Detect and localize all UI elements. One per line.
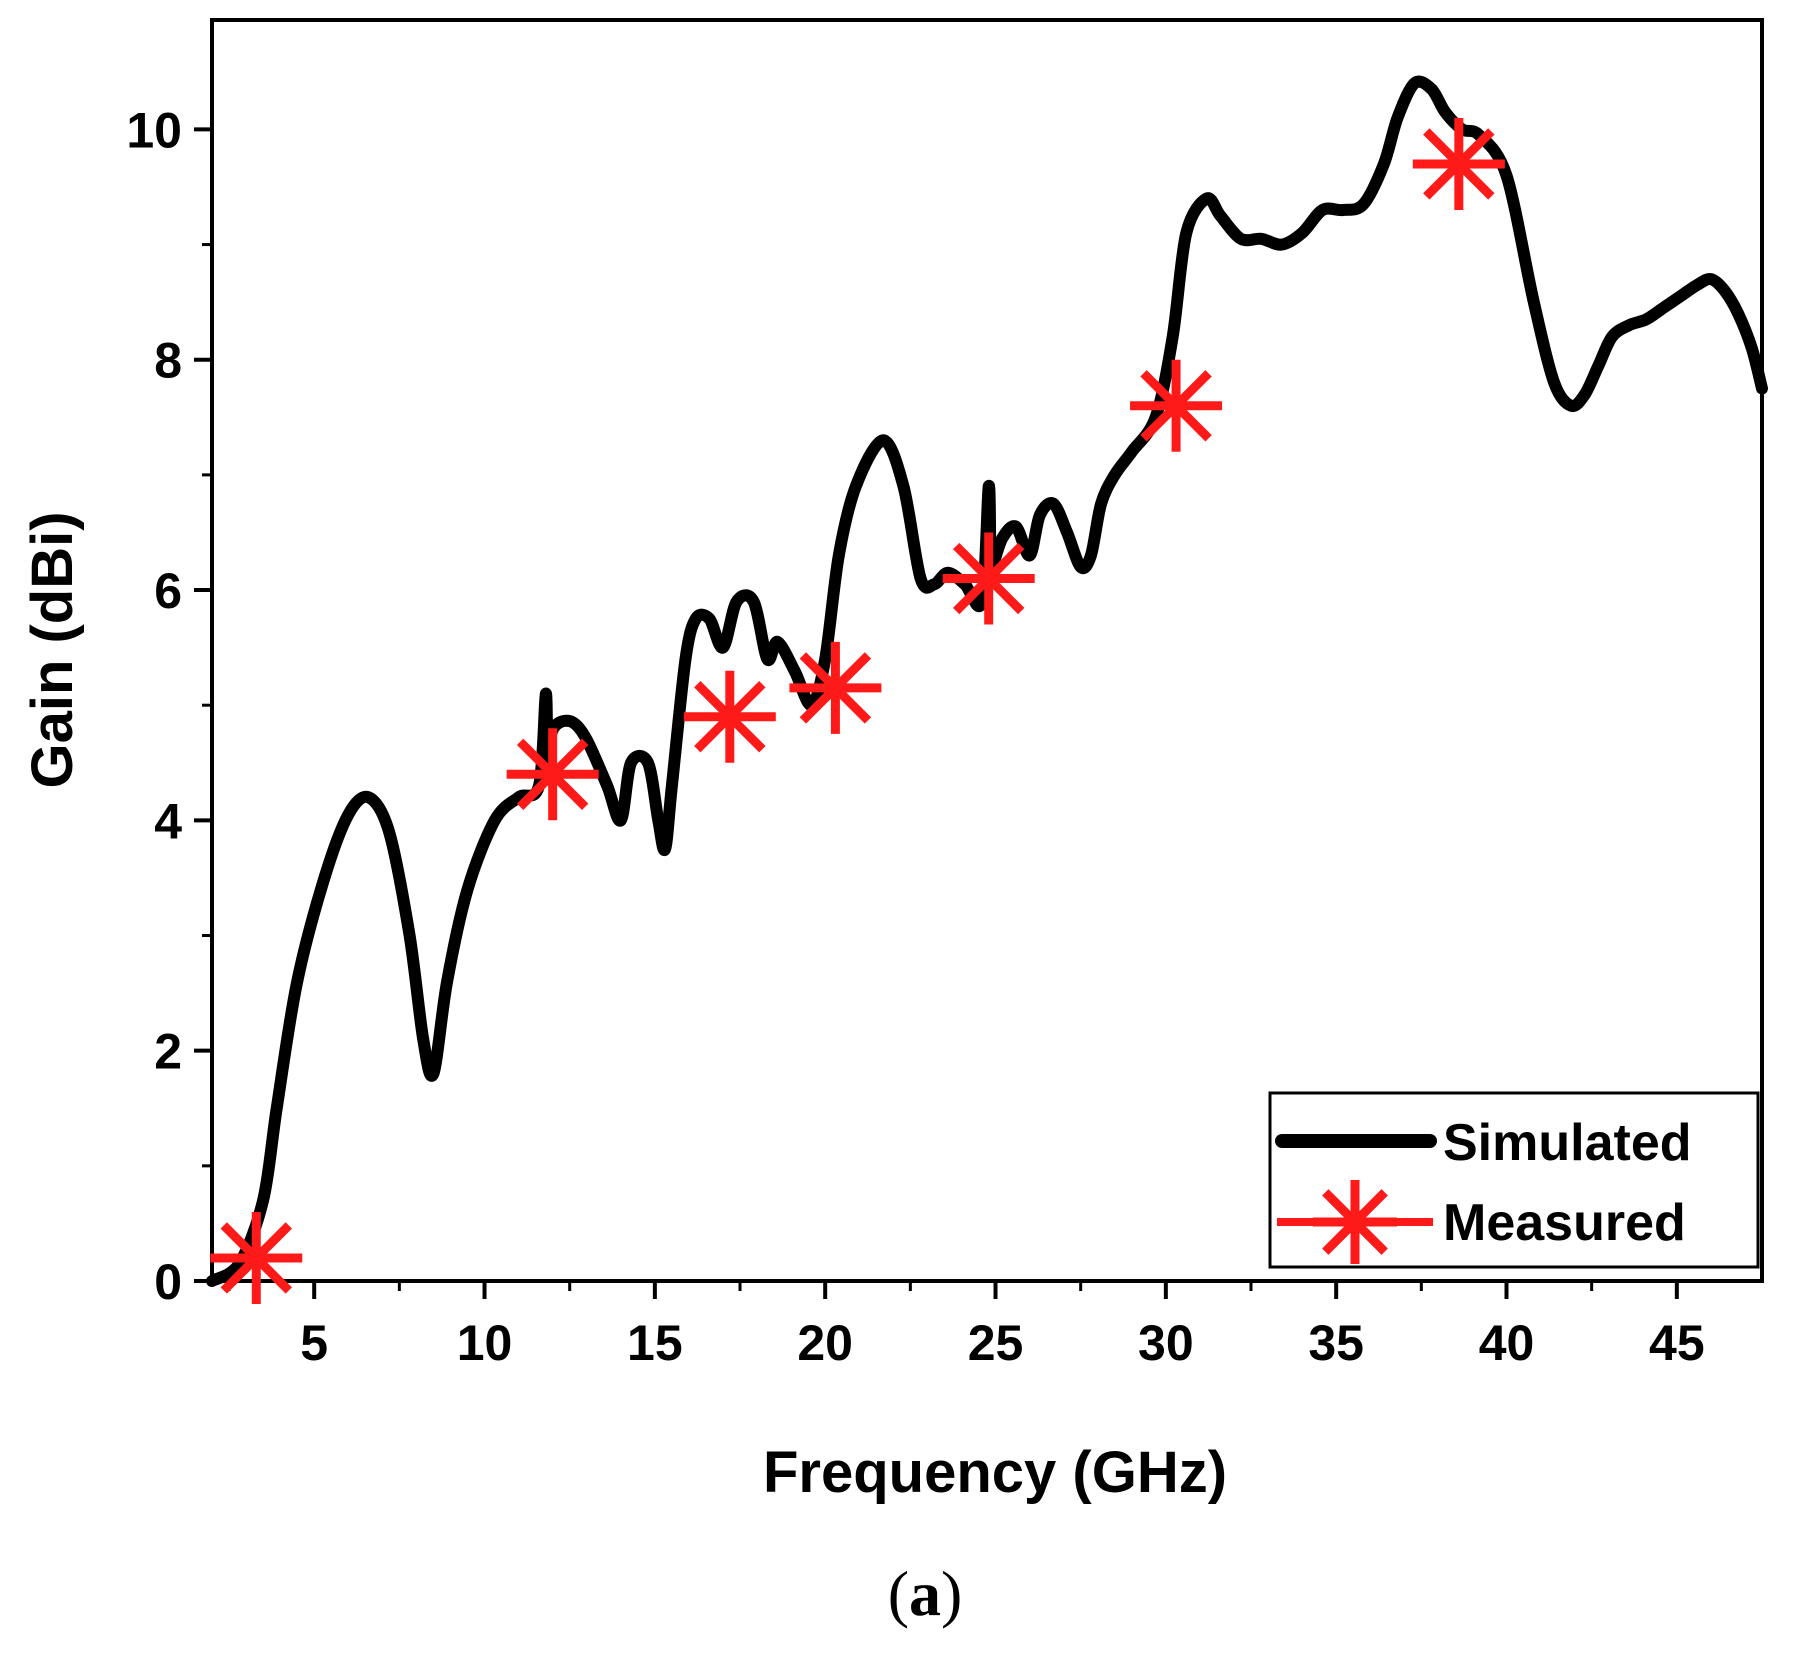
measured-point [683, 670, 776, 763]
x-tick-label: 25 [968, 1315, 1024, 1371]
legend-measured-label: Measured [1443, 1194, 1686, 1252]
figure-caption: (a) [888, 1558, 963, 1629]
caption-letter: a [909, 1558, 941, 1629]
y-tick-label: 4 [154, 793, 182, 849]
caption-close-paren: ) [941, 1558, 962, 1629]
y-axis-title: Gain (dBi) [20, 511, 85, 788]
y-tick-label: 6 [154, 563, 182, 619]
measured-point [1412, 117, 1505, 210]
x-tick-label: 35 [1308, 1315, 1364, 1371]
legend: Simulated Measured [1268, 1091, 1760, 1269]
x-tick-label: 40 [1479, 1315, 1535, 1371]
measured-point [942, 532, 1035, 625]
y-axis-tick-labels: 0 2 4 6 8 10 [126, 102, 182, 1310]
series-layer [206, 75, 1768, 1304]
x-tick-label: 5 [300, 1315, 328, 1371]
y-tick-label: 10 [126, 102, 182, 158]
y-tick-label: 0 [154, 1254, 182, 1310]
y-axis-ticks [194, 127, 212, 1283]
legend-simulated-label: Simulated [1443, 1114, 1692, 1172]
x-axis-title: Frequency (GHz) [763, 1440, 1227, 1505]
measured-point [210, 1211, 303, 1304]
measured-point [506, 728, 599, 821]
x-axis-ticks [227, 1281, 1679, 1299]
plot-frame [210, 18, 1764, 1283]
x-tick-label: 45 [1649, 1315, 1705, 1371]
x-axis-tick-labels: 5 10 15 20 25 30 35 40 45 [300, 1315, 1704, 1371]
y-tick-label: 2 [154, 1024, 182, 1080]
x-tick-label: 15 [627, 1315, 683, 1371]
x-tick-label: 30 [1138, 1315, 1194, 1371]
measured-point [1130, 359, 1223, 452]
legend-measured-marker [1313, 1180, 1397, 1264]
legend-asterisk-icon [1313, 1180, 1397, 1264]
y-tick-label: 8 [154, 333, 182, 389]
measured-point [789, 641, 882, 734]
x-tick-label: 20 [797, 1315, 853, 1371]
x-tick-label: 10 [457, 1315, 513, 1371]
caption-open-paren: ( [888, 1558, 909, 1629]
